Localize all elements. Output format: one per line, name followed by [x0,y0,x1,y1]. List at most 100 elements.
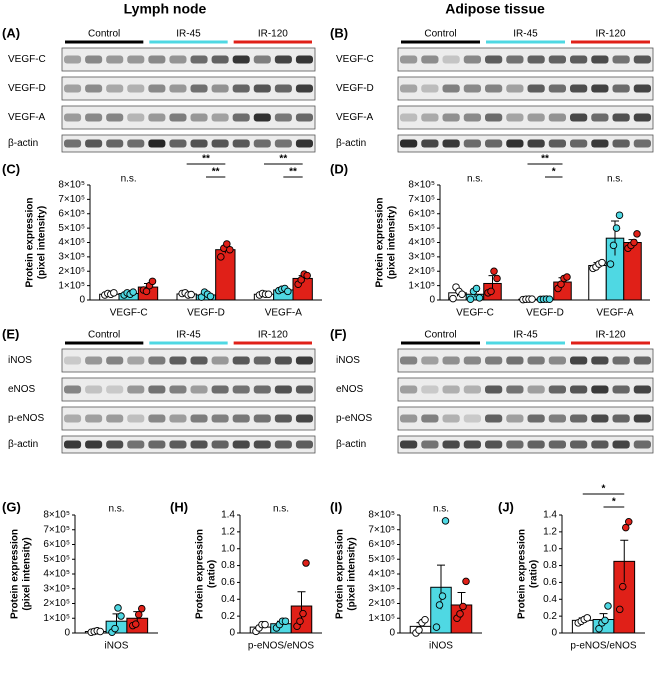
blot-band [506,139,524,148]
blot-band [548,113,566,122]
blot-band [612,139,630,148]
blot-band [232,55,250,64]
x-tick-label: iNOS [105,641,129,652]
row-label: VEGF-C [336,54,374,65]
blot-band [253,139,271,148]
data-point [528,295,536,303]
blot-band [169,84,187,93]
blot-strip [61,435,316,454]
data-point [475,294,484,302]
data-point [148,277,157,286]
data-point [303,271,311,280]
data-point [490,267,498,276]
blot-band [274,84,292,93]
y-tick-label: 7×10⁵ [43,524,70,535]
blot-band [106,385,124,394]
blot-band [442,139,460,148]
blot-band [506,414,524,423]
y-tick-label: 0.8 [221,560,235,571]
blot-band [463,55,481,64]
row-label: p-eNOS [8,413,44,424]
y-tick-label: 1.4 [543,510,557,521]
blot-band [463,139,481,148]
blot-band [232,84,250,93]
data-point [223,240,231,248]
blot-strip [397,134,654,153]
blot-band [527,55,545,64]
blot-band [232,440,250,449]
blot-band [400,55,418,64]
y-tick-label: 0.4 [543,594,557,605]
panel-label: (E) [2,326,19,341]
blot-band [169,385,187,394]
blot-band [442,113,460,122]
blot-band [442,414,460,423]
blot-band [295,440,313,449]
blot-band [106,356,124,365]
error-bar [620,539,629,583]
blot-band [633,385,651,394]
blot-band [463,84,481,93]
y-tick-label: 0 [79,295,85,306]
blot-band [274,113,292,122]
data-point [459,602,467,611]
x-tick-label: p-eNOS/eNOS [248,641,314,652]
y-tick-label: 3×10⁵ [368,583,395,594]
blot-strip [61,47,316,72]
blot-band [485,113,503,122]
group-label: IR-120 [258,330,288,341]
blot-band [485,356,503,365]
blot-band [400,440,418,449]
blot-band [148,356,166,365]
blot-band [527,113,545,122]
blot-band [85,356,103,365]
y-tick-label: 0 [229,628,235,639]
blot-band [421,113,439,122]
blot-band [295,55,313,64]
data-point [297,276,305,284]
blot-band [274,139,292,148]
blot-band [106,414,124,423]
blot-band [400,356,418,365]
data-point [557,280,565,288]
blot-band [421,385,439,394]
blot-band [612,414,630,423]
blot-strip [397,105,654,130]
blot-band [169,139,187,148]
panel-label: (I) [330,499,342,514]
blot-band [190,84,208,93]
data-point [630,238,638,247]
y-tick-label: 0 [389,628,395,639]
group-label: IR-45 [513,330,538,341]
blot-strip [61,105,316,130]
blot-band [591,113,609,122]
y-tick-label: 4×10⁵ [58,237,85,248]
blot-band [148,113,166,122]
significance-label: * [552,167,556,178]
y-tick-label: 0.2 [543,611,557,622]
y-axis-label: (pixel intensity) [387,206,398,279]
data-point [281,617,290,625]
group-label: IR-120 [258,29,288,40]
data-point [598,258,606,267]
blot-band [506,385,524,394]
blot-band [211,385,229,394]
blot-band [485,414,503,423]
blot-band [232,385,250,394]
blot-band [127,385,145,394]
data-point [622,523,630,532]
y-tick-label: 1×10⁵ [408,280,435,291]
group-label: IR-45 [176,330,201,341]
blot-strip [397,377,654,402]
group-label: Control [424,330,456,341]
data-point [545,295,554,304]
x-tick-label: VEGF-D [187,308,225,319]
y-tick-label: 6×10⁵ [58,208,85,219]
blot-band [570,113,588,122]
blot-band [463,113,481,122]
blot-band [127,440,145,449]
panel-label: (B) [330,25,348,40]
y-tick-label: 1×10⁵ [43,613,70,624]
x-tick-label: VEGF-A [265,308,303,319]
blot-band [211,139,229,148]
